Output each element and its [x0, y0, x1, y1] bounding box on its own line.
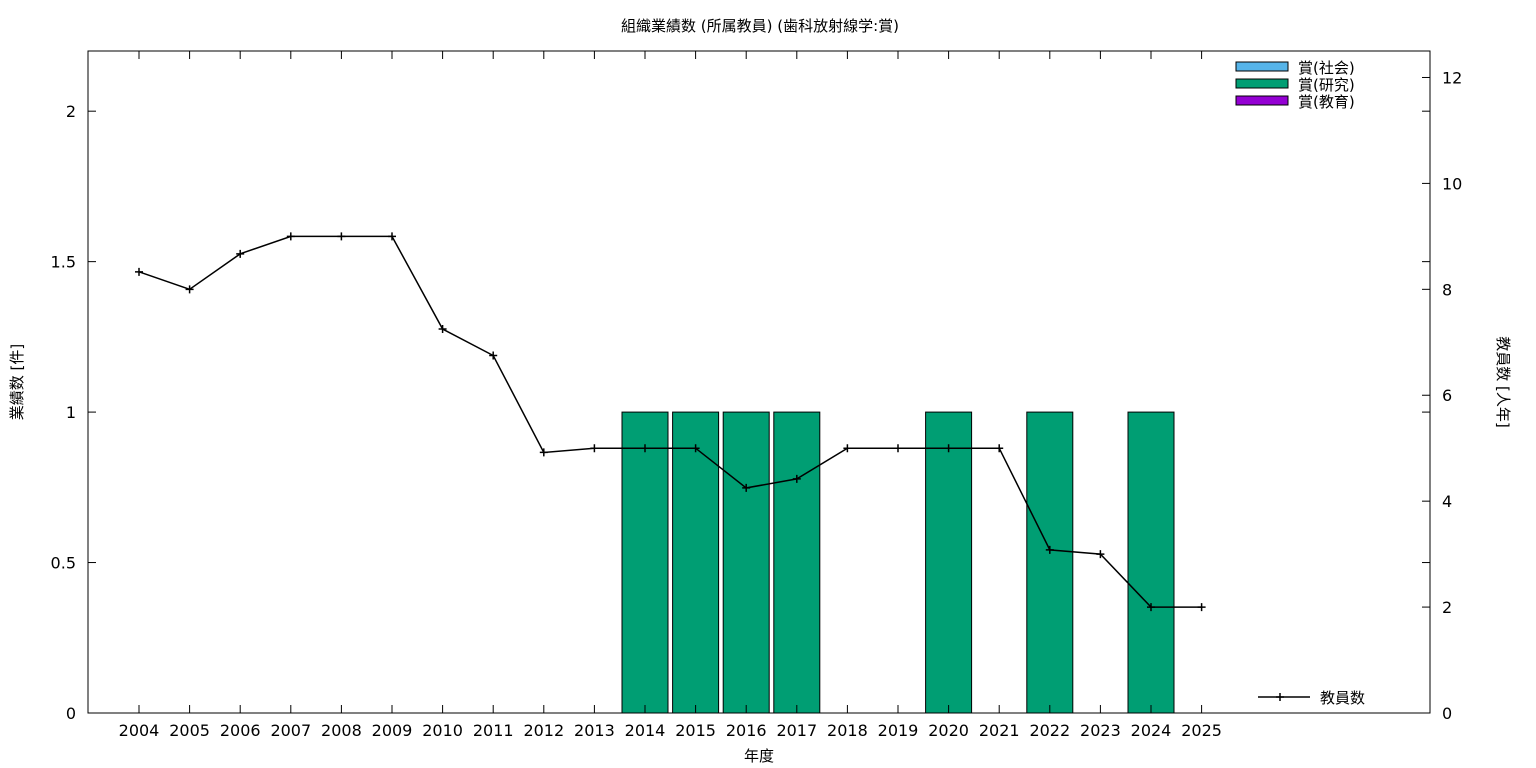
line-point: [185, 285, 194, 294]
y-tick-label: 2: [66, 102, 76, 121]
y2-tick-label: 2: [1442, 598, 1452, 617]
line-point: [286, 232, 295, 241]
x-tick-label: 2024: [1131, 721, 1172, 740]
y-tick-label: 1: [66, 403, 76, 422]
x-tick-label: 2012: [523, 721, 564, 740]
x-tick-label: 2015: [675, 721, 716, 740]
y-axis: 0 0.5 1 1.5 2: [51, 102, 1430, 723]
line-point: [489, 351, 498, 360]
line-point: [843, 444, 852, 453]
x-tick-label: 2019: [878, 721, 919, 740]
legend-swatch: [1235, 78, 1289, 89]
line-point: [438, 325, 447, 334]
line-point: [742, 483, 751, 492]
line-point: [1096, 550, 1105, 559]
bar: [925, 411, 973, 714]
x-tick-label: 2006: [220, 721, 261, 740]
x-tick-label: 2023: [1080, 721, 1121, 740]
bar: [672, 411, 720, 714]
line-point: [1147, 603, 1155, 612]
bar: [773, 411, 821, 714]
line-point: [995, 444, 1004, 453]
chart-title: 組織業績数 (所属教員) (歯科放射線学:賞): [621, 17, 899, 35]
line-point: [1045, 545, 1054, 554]
y2-tick-label: 10: [1442, 174, 1462, 193]
x-axis: 2004 2005 2006 2007 2008 2009 2010 2011 2012 2013…: [119, 51, 1222, 740]
y2-tick-label: 4: [1442, 492, 1452, 511]
legend-label: 賞(社会): [1298, 59, 1355, 77]
x-tick-label: 2007: [270, 721, 311, 740]
line-point: [590, 444, 599, 453]
legend-swatch: [1235, 95, 1289, 106]
x-tick-label: 2013: [574, 721, 615, 740]
x-tick-label: 2008: [321, 721, 362, 740]
x-tick-label: 2016: [726, 721, 767, 740]
line-layer: [135, 232, 1206, 612]
legend-line-marker: [1276, 693, 1284, 701]
y-axis-title: 業績数 [件]: [8, 344, 26, 420]
x-tick-label: 2014: [625, 721, 666, 740]
x-tick-label: 2020: [928, 721, 969, 740]
x-tick-label: 2018: [827, 721, 868, 740]
bar: [621, 411, 669, 714]
line-point: [641, 444, 649, 453]
y-tick-label: 0: [66, 704, 76, 723]
line-point: [944, 444, 953, 453]
line-point: [1197, 603, 1206, 612]
y2-tick-label: 8: [1442, 280, 1452, 299]
y2-axis-title: 教員数 [人年]: [1494, 336, 1512, 427]
y2-tick-label: 6: [1442, 386, 1452, 405]
line-point: [337, 232, 346, 241]
legend-swatch: [1235, 61, 1289, 72]
line-point: [236, 249, 245, 258]
y2-axis: 0 2 4 6 8 10 12: [1422, 68, 1462, 723]
x-tick-label: 2021: [979, 721, 1020, 740]
x-axis-title: 年度: [744, 747, 774, 765]
x-tick-label: 2010: [422, 721, 463, 740]
line-point: [135, 267, 143, 276]
legend-label: 賞(研究): [1298, 76, 1355, 94]
legend-label: 賞(教育): [1298, 93, 1355, 111]
line-point: [894, 444, 902, 453]
line-point: [792, 474, 801, 483]
x-tick-label: 2017: [776, 721, 817, 740]
x-tick-label: 2009: [372, 721, 413, 740]
line-point: [691, 444, 700, 453]
x-tick-label: 2005: [169, 721, 210, 740]
line-point: [388, 232, 396, 241]
legend: 賞(社会)賞(研究)賞(教育) 教員数: [1235, 59, 1365, 707]
y2-tick-label: 0: [1442, 704, 1452, 723]
x-tick-label: 2025: [1181, 721, 1222, 740]
line-point: [539, 448, 548, 457]
line-series: [138, 235, 1202, 608]
x-tick-label: 2011: [473, 721, 514, 740]
y2-tick-label: 12: [1442, 68, 1462, 87]
x-tick-label: 2022: [1029, 721, 1070, 740]
bar: [722, 411, 770, 714]
bars-layer: [621, 411, 1175, 714]
legend-line-label: 教員数: [1320, 689, 1365, 707]
y-tick-label: 1.5: [51, 253, 76, 272]
bar: [1026, 411, 1074, 714]
bar: [1127, 411, 1175, 714]
y-tick-label: 0.5: [51, 554, 76, 573]
x-tick-label: 2004: [119, 721, 160, 740]
